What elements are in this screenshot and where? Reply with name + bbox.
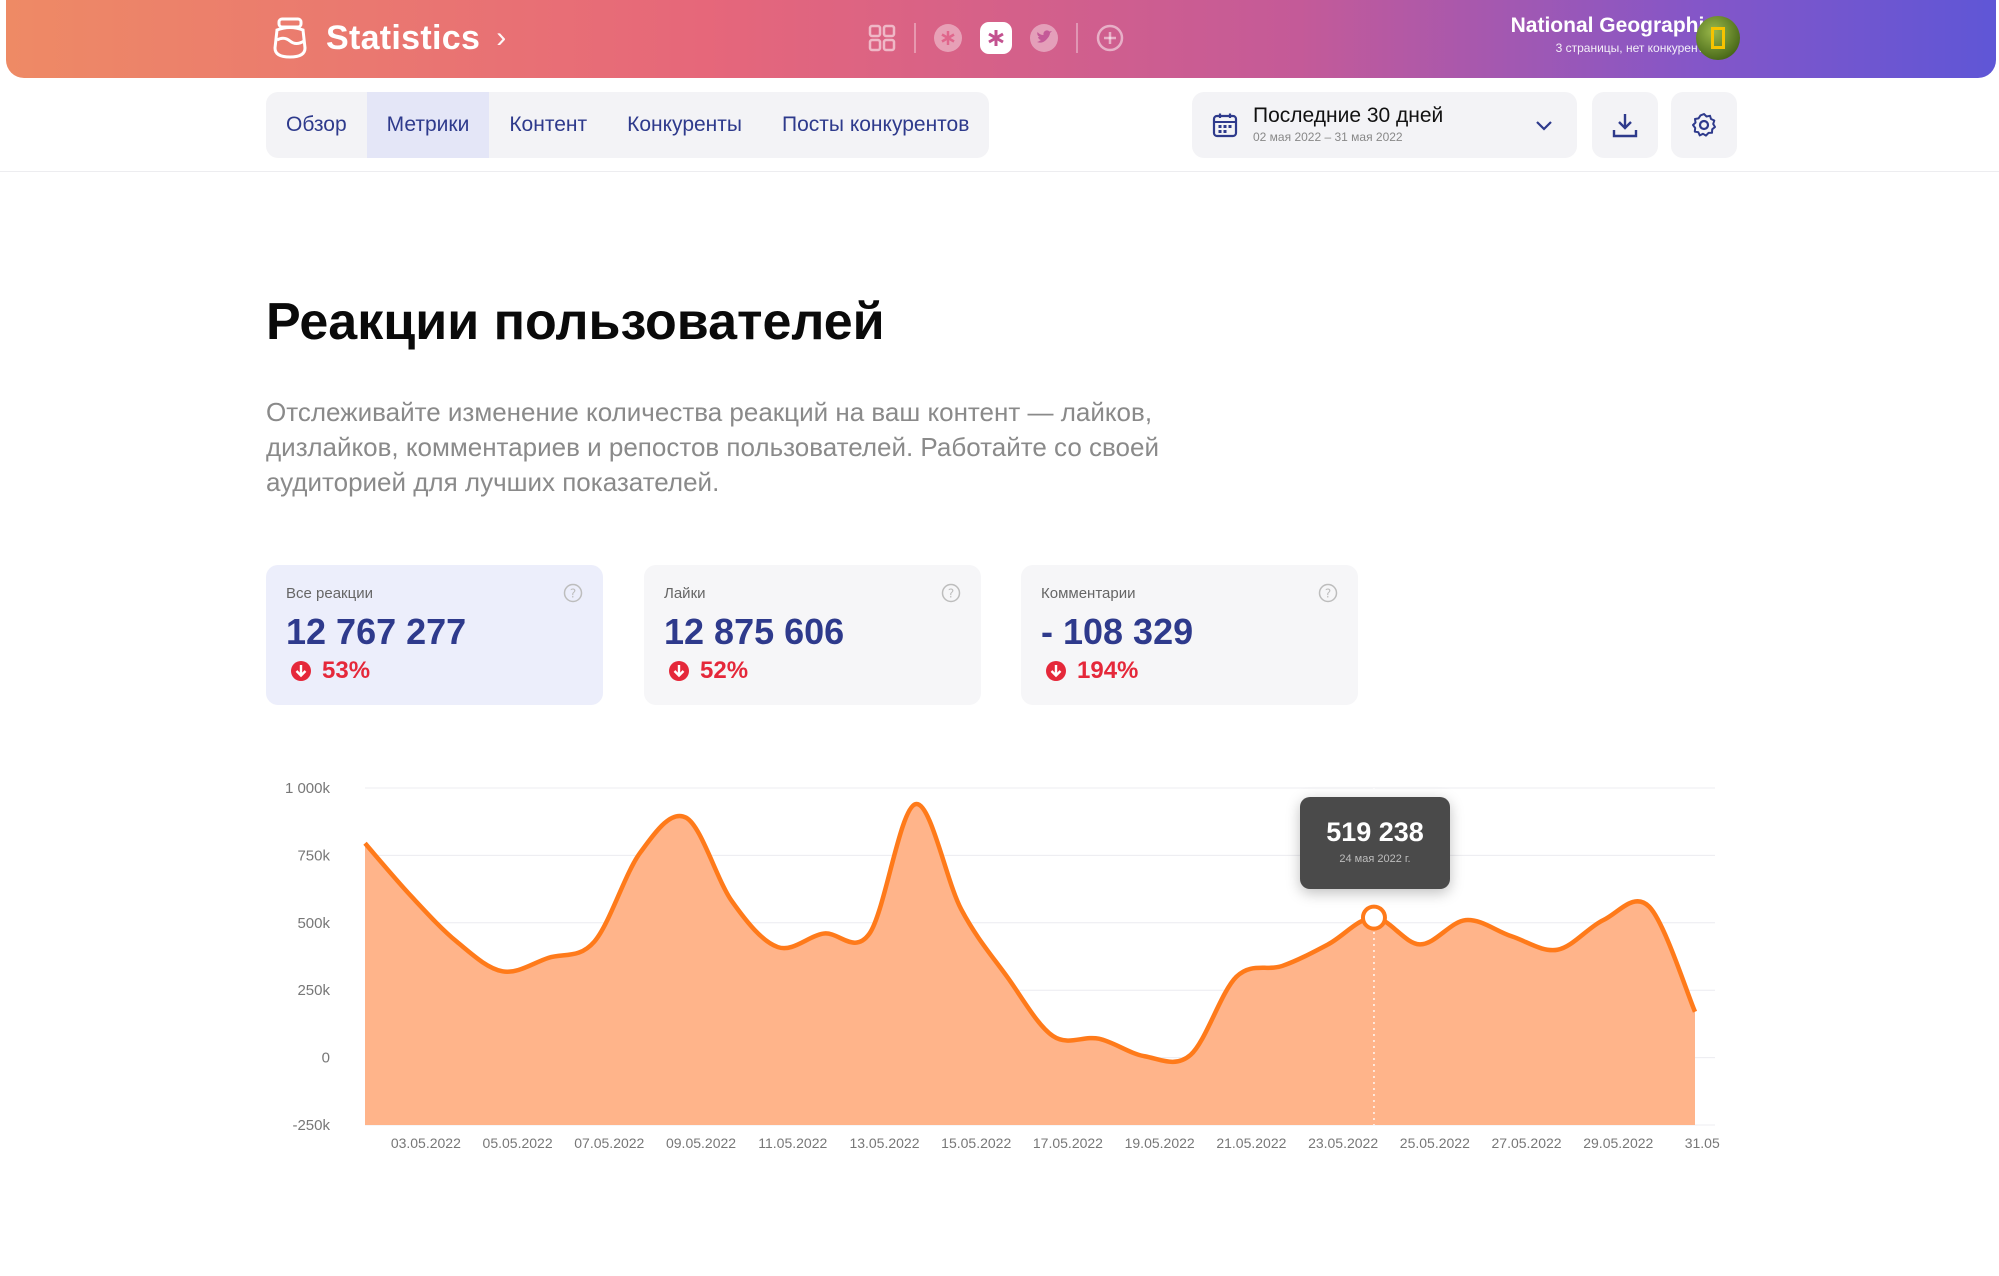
account-info[interactable]: National Geographic 3 страницы, нет конк… bbox=[1511, 14, 1716, 55]
snowflake-icon[interactable] bbox=[980, 22, 1012, 54]
period-selector[interactable]: Последние 30 дней 02 мая 2022 – 31 мая 2… bbox=[1192, 92, 1577, 158]
page-title: Реакции пользователей bbox=[266, 293, 885, 351]
tooltip-date: 24 мая 2022 г. bbox=[1339, 853, 1411, 865]
metric-label: Все реакции bbox=[286, 585, 373, 602]
y-tick-label: 0 bbox=[322, 1050, 330, 1067]
x-tick-label: 25.05.2022 bbox=[1400, 1135, 1470, 1151]
brand[interactable]: Statistics › bbox=[268, 16, 506, 60]
separator bbox=[914, 23, 916, 53]
help-icon[interactable]: ? bbox=[1318, 583, 1338, 603]
metric-value: - 108 329 bbox=[1041, 611, 1194, 652]
grid-icon[interactable] bbox=[866, 22, 898, 54]
tab-competitor-posts[interactable]: Посты конкурентов bbox=[782, 113, 970, 136]
area-fill bbox=[365, 804, 1695, 1125]
separator bbox=[1076, 23, 1078, 53]
x-tick-label: 07.05.2022 bbox=[574, 1135, 644, 1151]
x-tick-label: 27.05.2022 bbox=[1492, 1135, 1562, 1151]
tab-content[interactable]: Контент bbox=[509, 113, 588, 136]
metric-value: 12 875 606 bbox=[664, 611, 845, 652]
help-icon[interactable]: ? bbox=[563, 583, 583, 603]
tab-competitors[interactable]: Конкуренты bbox=[627, 113, 742, 136]
y-tick-label: 1 000k bbox=[285, 780, 331, 797]
header-divider bbox=[0, 171, 1999, 172]
x-tick-label: 05.05.2022 bbox=[483, 1135, 553, 1151]
x-tick-label: 11.05.2022 bbox=[758, 1135, 827, 1151]
x-tick-label: 13.05.2022 bbox=[849, 1135, 919, 1151]
svg-text:?: ? bbox=[570, 587, 576, 601]
download-button[interactable] bbox=[1592, 92, 1658, 158]
arrow-down-circle-icon bbox=[669, 661, 689, 681]
account-subtitle: 3 страницы, нет конкурентов bbox=[1555, 41, 1716, 55]
y-tick-label: -250k bbox=[292, 1117, 330, 1134]
metric-delta: 53% bbox=[290, 657, 370, 685]
metric-delta-value: 53% bbox=[322, 657, 371, 684]
app-title: Statistics bbox=[326, 18, 481, 57]
svg-text:?: ? bbox=[948, 587, 954, 601]
metric-label: Комментарии bbox=[1041, 585, 1136, 602]
chart-tooltip: 519 238 24 мая 2022 г. bbox=[1300, 797, 1450, 889]
metric-card-all-reactions[interactable]: Все реакции ? 12 767 277 53% bbox=[266, 565, 603, 705]
highlight-point bbox=[1360, 904, 1387, 931]
tooltip-value: 519 238 bbox=[1326, 817, 1424, 847]
metric-label: Лайки bbox=[664, 585, 706, 602]
period-range: 02 мая 2022 – 31 мая 2022 bbox=[1253, 130, 1403, 144]
page-description: Отслеживайте изменение количества реакци… bbox=[266, 397, 1159, 497]
tab-metrics[interactable]: Метрики bbox=[366, 92, 490, 158]
period-label: Последние 30 дней bbox=[1253, 104, 1444, 127]
x-tick-label: 19.05.2022 bbox=[1125, 1135, 1195, 1151]
x-tick-label: 17.05.2022 bbox=[1033, 1135, 1103, 1151]
twitter-icon[interactable] bbox=[1028, 22, 1060, 54]
help-icon[interactable]: ? bbox=[941, 583, 961, 603]
x-tick-label: 21.05.2022 bbox=[1216, 1135, 1286, 1151]
series-line bbox=[363, 801, 1698, 1065]
chevron-down-icon bbox=[1536, 121, 1552, 131]
arrow-down-circle-icon bbox=[291, 661, 311, 681]
y-tick-label: 250k bbox=[297, 982, 330, 999]
top-bar: Statistics › National Geographic 3 стран… bbox=[6, 0, 1996, 78]
chevron-right-icon: › bbox=[496, 21, 507, 54]
x-tick-label: 31.05.... bbox=[1685, 1135, 1720, 1151]
calendar-icon bbox=[1212, 113, 1238, 138]
settings-button[interactable] bbox=[1671, 92, 1737, 158]
plus-circle-icon[interactable] bbox=[1094, 22, 1126, 54]
reactions-chart[interactable]: 1 000k 750k 500k 250k 0 -250k 03.05.2022 05.05.… bbox=[260, 770, 1720, 1160]
avatar[interactable] bbox=[1696, 16, 1740, 60]
network-switcher bbox=[866, 22, 1126, 54]
metric-card-likes[interactable]: Лайки ? 12 875 606 52% bbox=[644, 565, 981, 705]
metric-delta-value: 52% bbox=[700, 657, 749, 684]
section-tabs: Обзор Метрики Контент Конкуренты Посты к… bbox=[266, 92, 990, 158]
metric-delta: 194% bbox=[1045, 657, 1138, 685]
x-tick-label: 23.05.2022 bbox=[1308, 1135, 1378, 1151]
download-icon bbox=[1612, 114, 1638, 138]
gear-icon bbox=[1692, 113, 1716, 137]
x-tick-label: 15.05.2022 bbox=[941, 1135, 1011, 1151]
jar-logo-icon bbox=[273, 17, 307, 59]
snowflake-icon[interactable] bbox=[932, 22, 964, 54]
svg-text:?: ? bbox=[1325, 587, 1331, 601]
tab-overview[interactable]: Обзор bbox=[286, 113, 347, 136]
y-tick-label: 750k bbox=[297, 847, 330, 864]
y-tick-label: 500k bbox=[297, 915, 330, 932]
x-tick-label: 29.05.2022 bbox=[1583, 1135, 1653, 1151]
metric-delta: 52% bbox=[668, 657, 748, 685]
metric-delta-value: 194% bbox=[1077, 657, 1139, 684]
x-tick-label: 09.05.2022 bbox=[666, 1135, 736, 1151]
natgeo-frame-icon bbox=[1711, 27, 1725, 49]
metric-card-comments[interactable]: Комментарии ? - 108 329 194% bbox=[1021, 565, 1358, 705]
x-tick-label: 03.05.2022 bbox=[391, 1135, 461, 1151]
account-name: National Geographic bbox=[1510, 14, 1716, 37]
metric-value: 12 767 277 bbox=[286, 611, 467, 652]
arrow-down-circle-icon bbox=[1046, 661, 1066, 681]
